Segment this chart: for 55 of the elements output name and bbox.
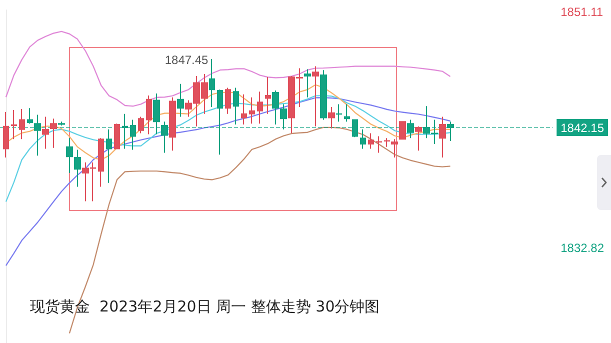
candlestick <box>130 119 136 150</box>
candlestick <box>161 121 168 154</box>
candlestick <box>265 76 271 114</box>
candlestick <box>106 128 112 184</box>
candlestick <box>74 149 81 188</box>
line-series <box>5 97 451 266</box>
candlestick <box>146 94 152 135</box>
candlestick <box>391 138 398 158</box>
candlestick <box>34 114 41 156</box>
candlestick <box>27 108 33 124</box>
candlestick <box>352 119 358 138</box>
candlestick <box>50 118 57 148</box>
candlestick <box>257 91 263 124</box>
candlestick <box>11 110 17 140</box>
candlestick <box>320 70 327 120</box>
candlestick <box>280 104 287 130</box>
candlestick <box>209 58 215 108</box>
candlestick <box>304 68 311 98</box>
candlestick <box>233 87 239 125</box>
candlestick <box>272 90 279 125</box>
candlestick <box>217 89 223 156</box>
candlestick <box>312 66 319 127</box>
candlestick <box>407 119 414 139</box>
candlestick <box>153 93 160 135</box>
candlestick <box>138 116 144 134</box>
candlestick <box>19 108 25 140</box>
candlestick <box>122 113 128 150</box>
candlestick <box>336 104 342 122</box>
candlestick <box>177 83 184 118</box>
candlestick <box>241 94 247 125</box>
candlestick <box>439 116 446 158</box>
candlestick <box>225 87 231 114</box>
candlestick <box>58 121 65 126</box>
y-tick-label: 1851.11 <box>560 4 604 19</box>
candlestick <box>169 96 176 152</box>
candlestick <box>399 121 406 140</box>
candlestick <box>114 123 120 150</box>
candlestick <box>360 128 366 150</box>
candlestick <box>3 111 9 158</box>
annotation: 1847.45 <box>164 53 209 68</box>
candlestick <box>42 116 49 150</box>
line-series <box>5 30 451 107</box>
line-series <box>5 94 451 202</box>
candlestick <box>66 138 73 174</box>
candlestick <box>344 104 350 122</box>
candlestick <box>98 138 104 188</box>
candlestick <box>376 136 382 154</box>
candlestick <box>415 126 422 152</box>
candlestick <box>368 132 374 150</box>
candlestick <box>447 121 454 142</box>
y-tick-label: 1832.82 <box>560 240 604 255</box>
y-tick-label: 1842.15 <box>560 120 604 135</box>
candlestick <box>328 106 335 129</box>
candlestick <box>384 138 390 148</box>
candlestick <box>249 96 255 124</box>
